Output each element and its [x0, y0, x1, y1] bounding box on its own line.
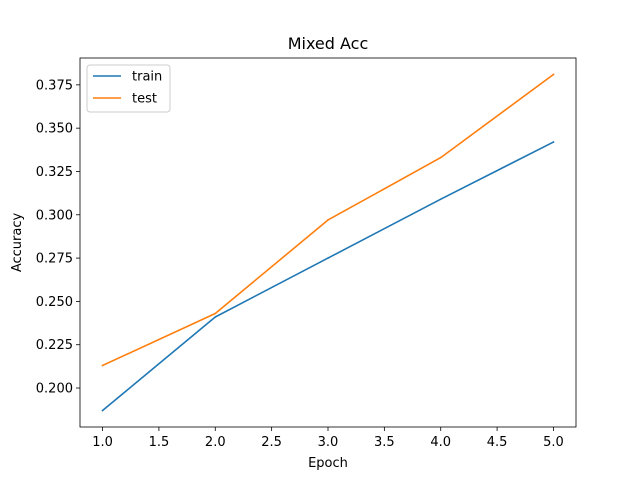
data-point-test: [439, 156, 442, 159]
x-tick-label: 1.5: [149, 435, 170, 450]
data-point-test: [214, 312, 217, 315]
y-tick-label: 0.375: [36, 78, 73, 93]
data-point-train: [552, 141, 555, 143]
data-point-test: [552, 73, 555, 76]
data-point-test: [327, 219, 329, 221]
data-point-train: [439, 198, 442, 200]
x-tick-label: 3.5: [374, 435, 395, 450]
data-point-test: [101, 364, 104, 367]
x-tick-label: 4.5: [487, 435, 508, 450]
x-tick-label: 2.0: [205, 435, 226, 450]
x-tick-label: 2.5: [261, 435, 282, 450]
y-tick-label: 0.250: [36, 295, 73, 310]
x-axis-label: Epoch: [308, 456, 348, 471]
y-tick-label: 0.325: [36, 165, 73, 180]
y-tick-label: 0.225: [36, 338, 73, 353]
series-lines: [101, 73, 555, 412]
legend-label-train: train: [132, 70, 162, 85]
data-point-train: [101, 409, 104, 412]
x-tick-label: 1.0: [92, 435, 113, 450]
x-tick-label: 4.0: [430, 435, 451, 450]
y-tick-label: 0.200: [36, 382, 73, 397]
y-axis-label: Accuracy: [10, 213, 25, 273]
chart-title: Mixed Acc: [288, 34, 369, 53]
x-tick-label: 3.0: [318, 435, 339, 450]
data-point-train: [214, 316, 217, 318]
y-tick-label: 0.350: [36, 122, 73, 137]
legend-label-test: test: [132, 92, 157, 107]
data-point-train: [327, 257, 329, 259]
y-tick-label: 0.275: [36, 252, 73, 267]
legend: train test: [86, 64, 171, 113]
y-axis-ticks: 0.200 0.225 0.250 0.275 0.300 0.325 0.350 0.375: [36, 78, 80, 397]
x-axis-ticks: 1.0 1.5 2.0 2.5 3.0 3.5 4.0 4.5 5.0: [92, 427, 564, 450]
y-tick-label: 0.300: [36, 208, 73, 223]
x-tick-label: 5.0: [543, 435, 564, 450]
